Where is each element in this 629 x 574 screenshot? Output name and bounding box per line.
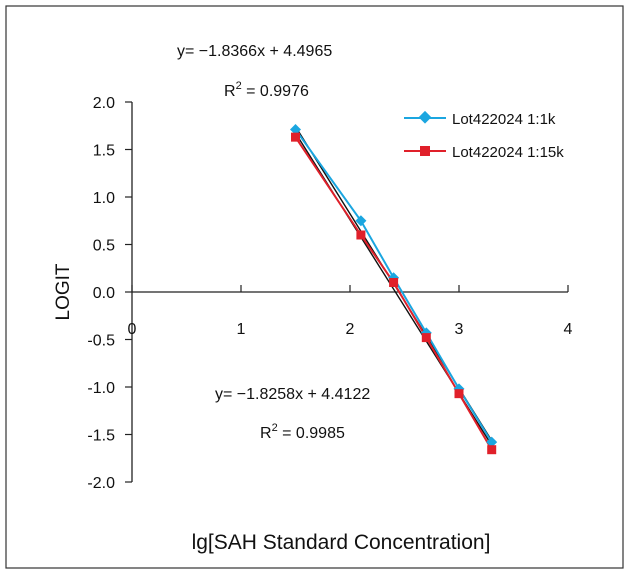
data-point-s1-1	[290, 124, 301, 136]
y-tick-label: 0.0	[93, 285, 115, 302]
chart-border	[5, 5, 624, 569]
y-tick-label: 0.5	[93, 238, 115, 255]
y-tick-label: -2.0	[87, 475, 115, 492]
legend-label-2: Lot422024 1:15k	[452, 144, 564, 161]
series-line-1	[294, 128, 493, 443]
data-point-s1-6	[486, 436, 498, 448]
data-point-s2-3	[389, 278, 399, 287]
x-tick-label: 4	[564, 321, 573, 338]
r2-superscript-1: 2	[236, 80, 242, 92]
r2-superscript-2: 2	[272, 422, 278, 434]
r2-value-1: = 0.9976	[242, 83, 309, 100]
data-point-s2-1	[291, 132, 300, 142]
data-point-s2-4	[421, 333, 431, 343]
legend-square-marker	[420, 146, 430, 156]
series-line-2	[294, 136, 493, 451]
legend-label-1: Lot422024 1:1k	[452, 111, 556, 128]
y-axis-title: LOGIT	[53, 263, 74, 320]
data-point-s1-2	[355, 215, 367, 227]
data-point-s2-5	[454, 389, 464, 399]
y-tick-label: 1.5	[93, 143, 115, 160]
data-point-s2-2	[356, 230, 366, 240]
legend-diamond-marker	[418, 110, 432, 124]
axes: 2.0 1.5 1.0 0.5 0.0 -0.5 -1.0 -1.5 -2.0 0 1 2 3 4	[87, 95, 572, 492]
trendline-r2-2: R2 = 0.9985	[260, 422, 345, 442]
markers	[290, 124, 498, 455]
y-tick-label: -0.5	[87, 333, 115, 350]
trendline-r2-1: R2 = 0.9976	[224, 80, 309, 100]
r2-value-2: = 0.9985	[278, 425, 345, 442]
legend: Lot422024 1:1k Lot422024 1:15k	[404, 110, 564, 161]
y-tick-label: -1.0	[87, 380, 115, 397]
trendline-equation-2: y= −1.8258x + 4.4122	[215, 386, 370, 403]
x-tick-label: 0	[128, 321, 137, 338]
r2-label-1: R	[224, 83, 236, 100]
x-tick-label: 1	[237, 321, 246, 338]
series-lines	[294, 128, 493, 451]
x-axis-title: lg[SAH Standard Concentration]	[192, 531, 491, 554]
y-tick-label: 1.0	[93, 190, 115, 207]
r2-label-2: R	[260, 425, 272, 442]
y-tick-label: -1.5	[87, 428, 115, 445]
data-point-s2-6	[487, 445, 497, 455]
trendline-equation-1: y= −1.8366x + 4.4965	[177, 43, 332, 60]
x-tick-label: 3	[455, 321, 464, 338]
x-tick-label: 2	[346, 321, 355, 338]
y-tick-label: 2.0	[93, 95, 115, 112]
